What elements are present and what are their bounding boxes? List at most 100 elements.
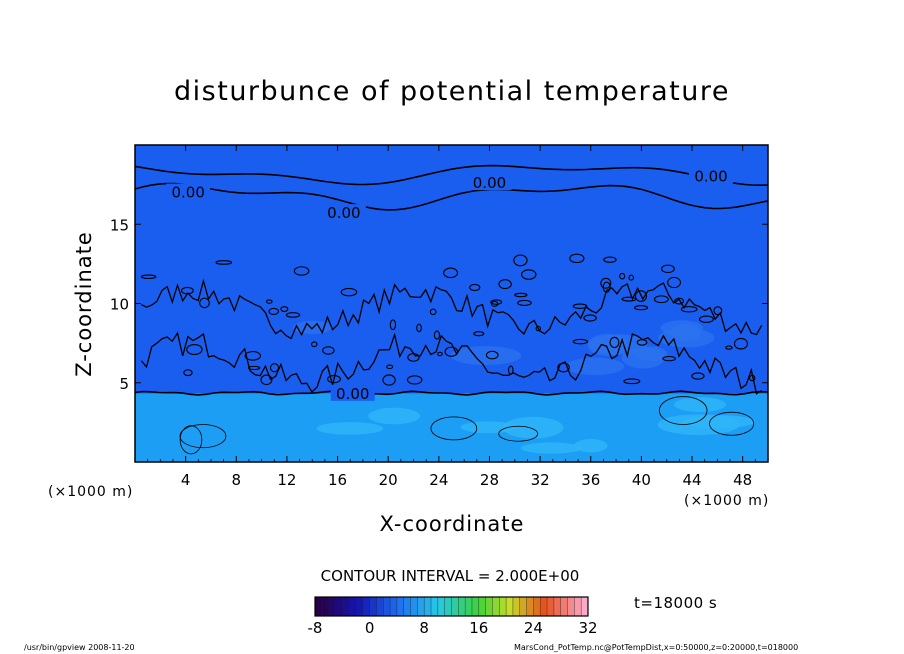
contour-lower <box>658 396 708 425</box>
contour-blob <box>628 274 635 281</box>
colorbar-cell <box>451 597 459 616</box>
x-tick-label: 8 <box>232 471 242 489</box>
colorbar-cell <box>369 597 377 616</box>
contour-label: 0.00 <box>336 385 369 403</box>
x-axis: 4 8 12 16 20 24 28 32 36 40 44 48 <box>147 145 756 489</box>
contour-blob <box>572 338 589 345</box>
y-tick-label: 5 <box>119 375 129 393</box>
contour-blob <box>215 260 233 265</box>
x-tick-label: 44 <box>682 471 701 489</box>
contour-upper-1 <box>135 182 768 211</box>
colorbar-tick-label: 32 <box>578 619 597 637</box>
contour-blob <box>407 353 420 362</box>
colorbar-cell <box>574 597 582 616</box>
contour-blob <box>265 299 273 304</box>
x-tick-label: 16 <box>328 471 347 489</box>
contour-blob <box>691 372 705 380</box>
contour-lower <box>179 424 227 449</box>
colorbar-cell <box>471 597 480 616</box>
colorbar-cell <box>335 597 343 616</box>
contour-blob <box>680 306 698 313</box>
colorbar-cell <box>553 597 562 616</box>
contour-blob <box>517 299 532 306</box>
contour-blob <box>485 350 499 360</box>
contour-blob <box>469 283 481 292</box>
contour-blob <box>557 362 570 373</box>
contour-blob <box>293 266 310 276</box>
x-tick-label: 40 <box>632 471 651 489</box>
contour-blob <box>322 346 335 355</box>
contour-label: 0.00 <box>694 168 727 186</box>
x-tick-label: 36 <box>581 471 600 489</box>
colorbar-cell <box>478 597 487 616</box>
contour-blob <box>429 308 437 316</box>
x-tick-label: 20 <box>379 471 398 489</box>
colorbar-cell <box>396 597 405 616</box>
footer-right: MarsCond_PotTemp.nc@PotTempDist,x=0:5000… <box>514 643 799 652</box>
contour-blob <box>653 295 669 304</box>
contour-labels: 0.00 0.00 0.00 0.00 0.00 <box>166 167 734 403</box>
colorbar-cell <box>403 597 412 616</box>
colorbar-cell <box>567 597 575 616</box>
contour-blob <box>513 254 528 267</box>
contour-blob <box>473 331 485 337</box>
y-tick-label: 15 <box>110 216 129 234</box>
colorbar-cell <box>444 597 452 616</box>
upper-patch <box>450 346 522 366</box>
colorbar-tick-label: 8 <box>419 619 429 637</box>
contour-blob <box>340 287 358 297</box>
contour-blob <box>199 297 210 309</box>
contour-label: 0.00 <box>171 184 204 202</box>
x-tick-label: 24 <box>429 471 448 489</box>
contour-blob <box>507 365 514 375</box>
colorbar-cell <box>410 597 418 616</box>
contour-blob <box>633 305 649 311</box>
contour-blob <box>636 339 648 346</box>
contour-blob <box>260 374 273 386</box>
contour-blob <box>444 346 459 357</box>
contour-cloud-base <box>140 331 763 395</box>
contour-blob <box>382 374 396 386</box>
colorbar-cell <box>519 597 528 616</box>
contour-blob <box>609 336 620 349</box>
contour-label: 0.00 <box>327 204 360 222</box>
colorbar-tick-label: 0 <box>365 619 375 637</box>
contour-blob <box>634 290 648 302</box>
contour-blob <box>490 299 503 305</box>
colorbar-cell <box>492 597 500 616</box>
contour-blob <box>443 267 459 279</box>
contour-blob <box>619 272 626 280</box>
colorbar-cell <box>540 597 548 616</box>
contour-blob <box>725 345 733 350</box>
colorbar-cell <box>526 597 534 616</box>
contour-blob <box>572 303 588 309</box>
colorbar-tick-label: 16 <box>469 619 488 637</box>
contour-label: 0.00 <box>473 174 506 192</box>
time-label: t=18000 s <box>634 594 718 612</box>
contour-label-bg <box>689 167 734 184</box>
contour-blob <box>569 253 585 264</box>
colorbar-cell <box>342 597 350 616</box>
colorbar-cell <box>417 597 425 616</box>
contour-blob <box>247 365 261 371</box>
colorbar-cell <box>485 597 493 616</box>
contour-label-bg <box>321 204 366 221</box>
contour-blob <box>183 369 193 377</box>
colorbar-cell <box>499 597 507 616</box>
contour-blob <box>498 279 512 290</box>
lower-patch <box>460 421 516 434</box>
lower-patch <box>574 439 608 453</box>
lower-patch <box>368 407 421 425</box>
contour-blob <box>327 375 341 384</box>
colorbar-cell <box>424 597 432 616</box>
colorbar-cell <box>390 597 398 616</box>
contour-blob <box>662 355 677 362</box>
colorbar-cell <box>328 597 336 616</box>
contour-blob <box>583 314 597 322</box>
upper-patch <box>565 357 625 376</box>
colorbar-cell <box>355 597 364 616</box>
contour-blob <box>285 312 301 318</box>
colorbar-cell <box>533 597 541 616</box>
x-tick-label: 12 <box>277 471 296 489</box>
contour-lower <box>498 425 539 442</box>
